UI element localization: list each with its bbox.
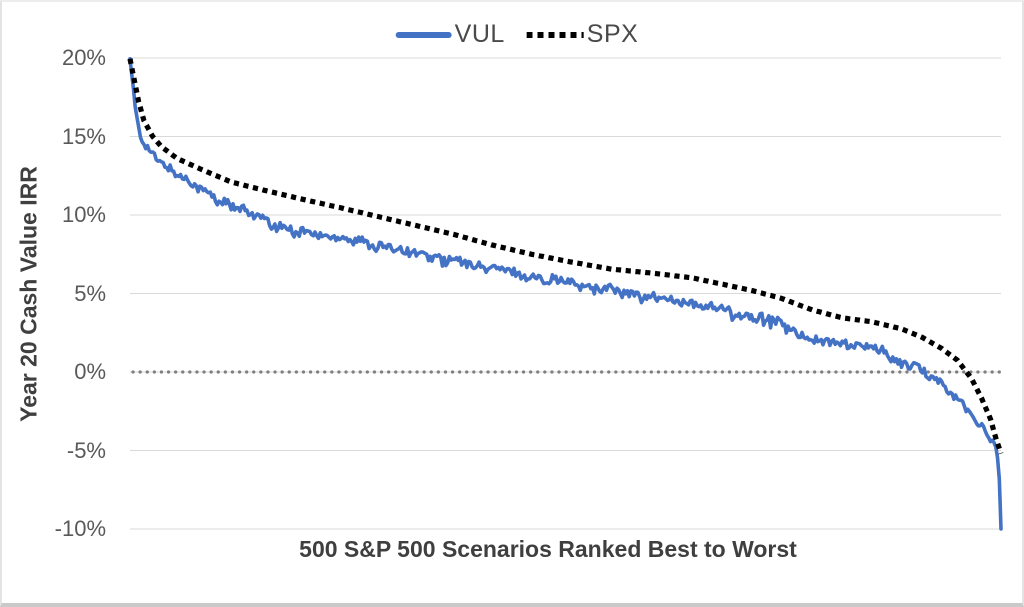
x-axis-title: 500 S&P 500 Scenarios Ranked Best to Wor…: [299, 536, 797, 562]
vul-series-line: [128, 57, 1003, 531]
chart-legend: VUL SPX: [395, 20, 639, 49]
legend-item-vul: VUL: [395, 20, 505, 49]
y-tick-label: 10%: [61, 202, 106, 227]
y-tick-label: -10%: [54, 516, 106, 541]
y-tick-label: 5%: [74, 280, 106, 306]
legend-item-spx: SPX: [526, 20, 639, 49]
y-tick-label: -5%: [66, 437, 106, 463]
legend-label-spx: SPX: [586, 20, 639, 48]
y-tick-label: 15%: [61, 123, 106, 149]
spx-series-line: [127, 58, 1004, 455]
legend-label-vul: VUL: [454, 20, 505, 48]
y-axis-title: Year 20 Cash Value IRR: [15, 166, 42, 422]
spx-dotted-swatch: [526, 31, 584, 38]
y-tick-label: 0%: [74, 359, 106, 384]
y-tick-label: 20%: [61, 45, 106, 70]
vul-line-swatch: [395, 31, 452, 38]
